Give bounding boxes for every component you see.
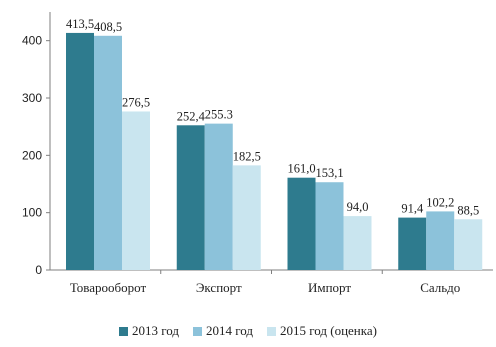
legend-swatch (267, 326, 276, 336)
bar-2014-год-импорт (315, 182, 344, 270)
bar-2015-год-оценка-сальдо (454, 219, 483, 270)
y-tick-label: 0 (35, 263, 42, 277)
legend-swatch (193, 326, 202, 336)
data-label: 94,0 (347, 200, 369, 214)
bar-2015-год-оценка-товарооборот (122, 111, 150, 271)
x-category-label: Импорт (308, 280, 351, 295)
bar-2014-год-сальдо (426, 211, 455, 270)
data-label: 182,5 (233, 149, 261, 163)
data-label: 413,5 (66, 17, 94, 31)
legend-item-2015-год-оценка: 2015 год (оценка) (267, 323, 377, 339)
legend: 2013 год 2014 год 2015 год (оценка) (0, 323, 496, 339)
bar-2013-год-импорт (287, 177, 316, 270)
bar-2015-год-оценка-экспорт (232, 165, 261, 270)
x-category-label: Экспорт (196, 280, 242, 295)
bar-2014-год-товарооборот (94, 35, 122, 270)
data-label: 91,4 (401, 202, 424, 216)
x-category-label: Товарооборот (70, 280, 147, 295)
data-label: 408,5 (94, 20, 122, 34)
legend-label: 2013 год (132, 323, 179, 338)
legend-item-2014-год: 2014 год (193, 323, 253, 339)
bar-2014-год-экспорт (204, 123, 233, 271)
y-tick-label: 100 (22, 206, 42, 220)
bar-2013-год-сальдо (398, 217, 427, 270)
x-category-label: Сальдо (420, 280, 460, 295)
data-label: 102,2 (426, 195, 454, 209)
y-tick-label: 300 (22, 91, 42, 105)
data-label: 255.3 (205, 108, 233, 122)
y-tick-label: 400 (22, 34, 42, 48)
data-label: 252,4 (177, 109, 206, 123)
legend-item-2013-год: 2013 год (119, 323, 179, 339)
data-label: 153,1 (315, 166, 343, 180)
data-label: 88,5 (457, 203, 479, 217)
bar-2015-год-оценка-импорт (343, 216, 372, 270)
legend-label: 2014 год (206, 323, 253, 338)
legend-label: 2015 год (оценка) (280, 323, 377, 338)
bar-2013-год-экспорт (176, 125, 205, 270)
data-label: 161,0 (287, 162, 315, 176)
y-tick-label: 200 (22, 148, 42, 162)
bar-2013-год-товарооборот (66, 32, 94, 270)
legend-swatch (119, 326, 128, 336)
data-label: 276,5 (122, 95, 150, 109)
